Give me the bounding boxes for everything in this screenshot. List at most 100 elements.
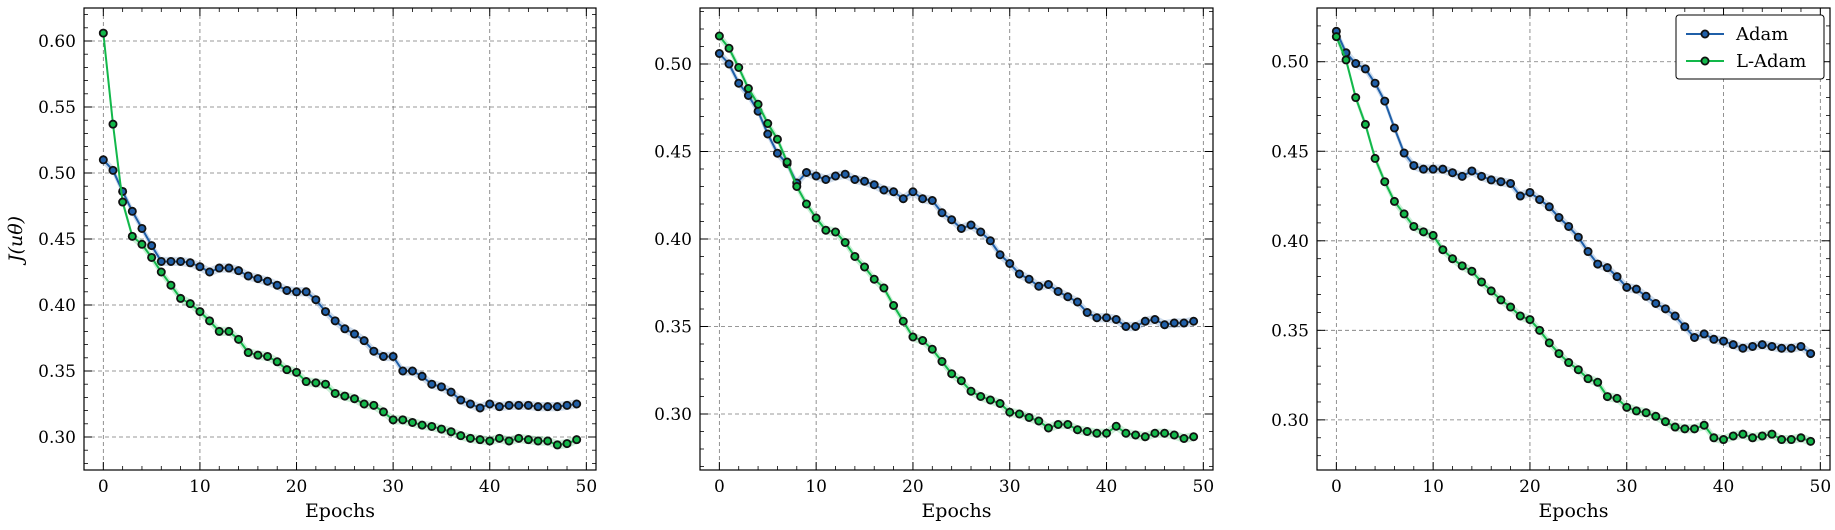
data-point-adam bbox=[127, 206, 137, 216]
data-point-l-adam bbox=[234, 334, 244, 344]
data-point-adam bbox=[552, 402, 562, 412]
data-point-adam bbox=[1053, 286, 1063, 296]
series-line-adam bbox=[718, 52, 1194, 328]
data-point-adam bbox=[456, 395, 466, 405]
data-point-adam bbox=[176, 256, 186, 266]
data-point-adam bbox=[1467, 166, 1477, 176]
data-point-adam bbox=[108, 165, 118, 175]
data-point-l-adam bbox=[465, 433, 475, 443]
data-point-l-adam bbox=[985, 395, 995, 405]
data-point-l-adam bbox=[1179, 433, 1189, 443]
data-point-l-adam bbox=[1034, 416, 1044, 426]
data-point-l-adam bbox=[417, 420, 427, 430]
data-point-l-adam bbox=[108, 119, 118, 129]
data-point-adam bbox=[1602, 263, 1612, 273]
data-point-adam bbox=[427, 379, 437, 389]
data-point-adam bbox=[185, 258, 195, 268]
y-tick-label: 0.50 bbox=[1271, 53, 1309, 73]
x-tick-label: 10 bbox=[805, 477, 827, 497]
data-point-adam bbox=[1544, 202, 1554, 212]
data-point-adam bbox=[1438, 164, 1448, 174]
data-point-l-adam bbox=[1496, 295, 1506, 305]
confidence-band-adam bbox=[719, 48, 1194, 332]
y-tick-label: 0.40 bbox=[1271, 232, 1309, 252]
x-tick-label: 40 bbox=[1713, 477, 1735, 497]
x-tick-label: 40 bbox=[479, 477, 501, 497]
data-point-l-adam bbox=[1506, 302, 1516, 312]
data-point-l-adam bbox=[1341, 55, 1351, 65]
data-point-adam bbox=[1728, 340, 1738, 350]
data-point-l-adam bbox=[456, 431, 466, 441]
data-point-adam bbox=[485, 399, 495, 409]
data-point-l-adam bbox=[311, 378, 321, 388]
data-point-adam bbox=[1786, 343, 1796, 353]
x-axis-label: Epochs bbox=[921, 500, 991, 522]
data-point-l-adam bbox=[1063, 419, 1073, 429]
data-point-adam bbox=[1757, 340, 1767, 350]
data-point-adam bbox=[446, 387, 456, 397]
data-point-adam bbox=[1554, 213, 1564, 223]
data-point-adam bbox=[543, 402, 553, 412]
data-point-l-adam bbox=[369, 400, 379, 410]
data-point-adam bbox=[1631, 284, 1641, 294]
data-point-l-adam bbox=[407, 417, 417, 427]
data-point-adam bbox=[1111, 314, 1121, 324]
data-point-l-adam bbox=[205, 316, 215, 326]
data-point-l-adam bbox=[282, 365, 292, 375]
x-tick-label: 0 bbox=[714, 477, 725, 497]
data-point-adam bbox=[330, 316, 340, 326]
data-point-l-adam bbox=[166, 280, 176, 290]
data-point-adam bbox=[1641, 291, 1651, 301]
data-point-l-adam bbox=[562, 439, 572, 449]
data-point-l-adam bbox=[879, 283, 889, 293]
data-point-adam bbox=[1380, 96, 1390, 106]
data-point-adam bbox=[1738, 343, 1748, 353]
data-point-l-adam bbox=[1641, 408, 1651, 418]
data-point-l-adam bbox=[398, 415, 408, 425]
data-point-adam bbox=[1457, 171, 1467, 181]
data-point-adam bbox=[359, 336, 369, 346]
data-point-adam bbox=[494, 402, 504, 412]
data-point-l-adam bbox=[995, 398, 1005, 408]
legend-label-l-adam: L-Adam bbox=[1736, 51, 1806, 72]
data-point-adam bbox=[1072, 297, 1082, 307]
data-point-adam bbox=[850, 174, 860, 184]
data-point-adam bbox=[378, 351, 388, 361]
data-point-l-adam bbox=[292, 367, 302, 377]
confidence-band-l-adam bbox=[719, 31, 1194, 444]
data-point-adam bbox=[272, 280, 282, 290]
data-point-l-adam bbox=[850, 251, 860, 261]
data-point-l-adam bbox=[1150, 428, 1160, 438]
data-point-adam bbox=[1496, 177, 1506, 187]
data-point-l-adam bbox=[1072, 425, 1082, 435]
y-tick-label: 0.50 bbox=[38, 164, 76, 184]
x-tick-label: 50 bbox=[1810, 477, 1832, 497]
y-tick-label: 0.35 bbox=[1271, 321, 1309, 341]
data-point-l-adam bbox=[860, 262, 870, 272]
data-point-l-adam bbox=[446, 427, 456, 437]
x-tick-label: 20 bbox=[1519, 477, 1541, 497]
data-point-l-adam bbox=[714, 31, 724, 41]
data-point-l-adam bbox=[485, 436, 495, 446]
x-tick-label: 50 bbox=[1193, 477, 1215, 497]
data-point-adam bbox=[763, 129, 773, 139]
data-point-l-adam bbox=[1331, 32, 1341, 42]
data-point-l-adam bbox=[1024, 412, 1034, 422]
data-point-l-adam bbox=[1189, 432, 1199, 442]
data-point-l-adam bbox=[1121, 428, 1131, 438]
data-point-l-adam bbox=[1409, 221, 1419, 231]
data-point-adam bbox=[292, 287, 302, 297]
data-point-adam bbox=[340, 324, 350, 334]
data-point-l-adam bbox=[214, 326, 224, 336]
data-point-adam bbox=[1082, 307, 1092, 317]
data-point-l-adam bbox=[1515, 311, 1525, 321]
data-point-l-adam bbox=[137, 239, 147, 249]
data-point-adam bbox=[1179, 318, 1189, 328]
data-point-l-adam bbox=[1043, 423, 1053, 433]
data-point-adam bbox=[224, 263, 234, 273]
x-tick-label: 10 bbox=[1422, 477, 1444, 497]
data-point-l-adam bbox=[378, 407, 388, 417]
x-tick-label: 20 bbox=[286, 477, 308, 497]
data-point-l-adam bbox=[1102, 428, 1112, 438]
